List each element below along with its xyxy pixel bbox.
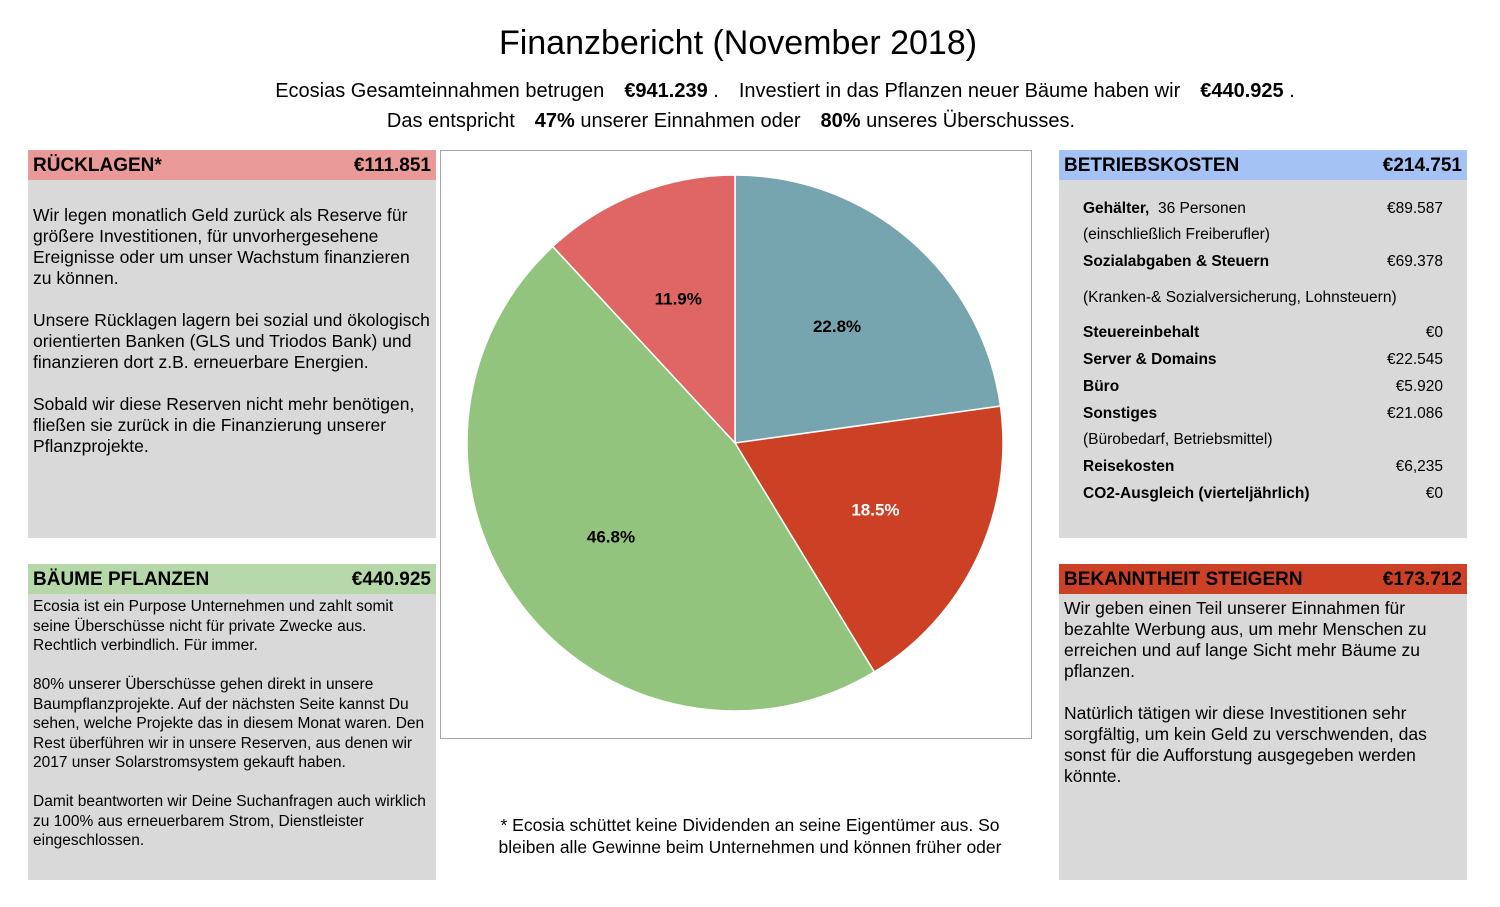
pie-chart: 22.8% 18.5% 46.8% 11.9% xyxy=(440,150,1032,739)
trees-investment: €440.925 xyxy=(1200,80,1284,102)
cost-row: CO2-Ausgleich (vierteljährlich) €0 xyxy=(1083,480,1443,507)
cost-row: Sozialabgaben & Steuern €69.378 xyxy=(1083,248,1443,275)
trees-header: BÄUME PFLANZEN €440.925 xyxy=(28,564,436,594)
pie-svg: 22.8% 18.5% 46.8% 11.9% xyxy=(466,174,1004,712)
awareness-amount: €173.712 xyxy=(1382,569,1462,590)
summary-text: unseres Überschusses. xyxy=(866,110,1076,132)
operating-label: BETRIEBSKOSTEN xyxy=(1064,155,1240,176)
trees-amount: €440.925 xyxy=(351,569,431,590)
pie-label-4: 11.9% xyxy=(655,289,702,308)
salaries-label: Gehälter, xyxy=(1083,199,1150,217)
cost-row: Büro €5.920 xyxy=(1083,373,1443,400)
operating-panel: BETRIEBSKOSTEN €214.751 Gehälter, 36 Per… xyxy=(1059,150,1467,538)
cost-label: Steuereinbehalt xyxy=(1083,323,1200,341)
pie-label-1: 22.8% xyxy=(813,317,861,336)
summary-text: Das entspricht xyxy=(386,110,515,132)
cost-label: Reisekosten xyxy=(1083,457,1175,475)
cost-label: Büro xyxy=(1083,377,1120,395)
cost-note-row: (einschließlich Freiberufler) xyxy=(1083,222,1443,248)
cost-value: €0 xyxy=(1425,323,1443,341)
pie-slice-3 xyxy=(466,245,876,712)
summary-text: . xyxy=(713,80,719,102)
cost-value: €21.086 xyxy=(1386,404,1443,422)
reserves-paragraph: Unsere Rücklagen lagern bei sozial und ö… xyxy=(33,310,430,372)
summary-text: . xyxy=(1289,80,1295,102)
summary-text: Ecosias Gesamteinnahmen betrugen xyxy=(275,80,605,102)
cost-label: Server & Domains xyxy=(1083,350,1217,368)
pie-label-3: 46.8% xyxy=(587,528,635,547)
summary-line-1: Ecosias Gesamteinnahmen betrugen €941.239… xyxy=(0,80,1500,103)
reserves-paragraph: Sobald wir diese Reserven nicht mehr ben… xyxy=(33,394,415,456)
reserves-label: RÜCKLAGEN* xyxy=(33,155,162,176)
reserves-header: RÜCKLAGEN* €111.851 xyxy=(28,150,436,180)
total-income: €941.239 xyxy=(624,80,708,102)
cost-label: CO2-Ausgleich (vierteljährlich) xyxy=(1083,484,1310,502)
cost-note-row: (Kranken-& Sozialversicherung, Lohnsteue… xyxy=(1083,275,1443,319)
cost-label: Sonstiges xyxy=(1083,404,1158,422)
awareness-paragraph: Natürlich tätigen wir diese Investitione… xyxy=(1064,703,1427,786)
reserves-amount: €111.851 xyxy=(353,155,431,176)
cost-row: Reisekosten €6,235 xyxy=(1083,453,1443,480)
trees-paragraph: Damit beantworten wir Deine Suchanfragen… xyxy=(33,793,426,849)
awareness-panel: BEKANNTHEIT STEIGERN €173.712 Wir geben … xyxy=(1059,564,1467,880)
operating-amount: €214.751 xyxy=(1382,155,1462,176)
income-share: 47% xyxy=(534,110,575,132)
reserves-paragraph: Wir legen monatlich Geld zurück als Rese… xyxy=(33,205,410,288)
pie-slice-4 xyxy=(551,174,736,445)
summary-text: Investiert in das Pflanzen neuer Bäume h… xyxy=(738,80,1181,102)
page-title: Finanzbericht (November 2018) xyxy=(498,24,978,62)
trees-panel: BÄUME PFLANZEN €440.925 Ecosia ist ein P… xyxy=(28,564,436,880)
trees-paragraph: 80% unserer Überschüsse gehen direkt in … xyxy=(33,676,425,771)
trees-text: Ecosia ist ein Purpose Unternehmen und z… xyxy=(33,597,433,870)
cost-value: €0 xyxy=(1425,484,1443,502)
cost-note-row: (Bürobedarf, Betriebsmittel) xyxy=(1083,427,1443,453)
reserves-panel: RÜCKLAGEN* €111.851 Wir legen monatlich … xyxy=(28,150,436,538)
cost-note: (Kranken-& Sozialversicherung, Lohnsteue… xyxy=(1083,288,1397,306)
pie-slice-1 xyxy=(734,174,1002,444)
awareness-text: Wir geben einen Teil unserer Einnahmen f… xyxy=(1064,598,1464,808)
reserves-text: Wir legen monatlich Geld zurück als Rese… xyxy=(33,205,433,478)
cost-note: (einschließlich Freiberufler) xyxy=(1083,226,1270,243)
cost-table: Gehälter, 36 Personen €89.587 (einschlie… xyxy=(1083,195,1443,507)
salaries-people: 36 Personen xyxy=(1157,199,1246,217)
cost-row: Steuereinbehalt €0 xyxy=(1083,319,1443,346)
summary-line-2: Das entspricht 47% unserer Einnahmen oder… xyxy=(0,110,1462,133)
cost-row: Gehälter, 36 Personen €89.587 xyxy=(1083,195,1443,222)
pie-label-2: 18.5% xyxy=(851,501,899,520)
cost-row: Sonstiges €21.086 xyxy=(1083,400,1443,427)
awareness-header: BEKANNTHEIT STEIGERN €173.712 xyxy=(1059,564,1467,594)
trees-label: BÄUME PFLANZEN xyxy=(33,569,210,590)
cost-value: €5.920 xyxy=(1395,377,1443,395)
operating-header: BETRIEBSKOSTEN €214.751 xyxy=(1059,150,1467,180)
cost-note: (Bürobedarf, Betriebsmittel) xyxy=(1083,431,1273,448)
pie-slice-2 xyxy=(733,405,1004,673)
surplus-share: 80% xyxy=(820,110,861,132)
cost-value: €89.587 xyxy=(1386,199,1443,217)
awareness-label: BEKANNTHEIT STEIGERN xyxy=(1064,569,1303,590)
cost-value: €22.545 xyxy=(1386,350,1443,368)
cost-value: €69.378 xyxy=(1386,252,1443,270)
cost-label: Gehälter, 36 Personen xyxy=(1083,195,1372,222)
cost-value: €6,235 xyxy=(1395,457,1443,475)
summary-text: unserer Einnahmen oder xyxy=(580,110,801,132)
cost-label: Sozialabgaben & Steuern xyxy=(1083,252,1270,270)
awareness-paragraph: Wir geben einen Teil unserer Einnahmen f… xyxy=(1064,598,1427,681)
trees-paragraph: Ecosia ist ein Purpose Unternehmen und z… xyxy=(33,598,394,654)
cost-row: Server & Domains €22.545 xyxy=(1083,346,1443,373)
footnote: * Ecosia schüttet keine Dividenden an se… xyxy=(498,815,1002,857)
